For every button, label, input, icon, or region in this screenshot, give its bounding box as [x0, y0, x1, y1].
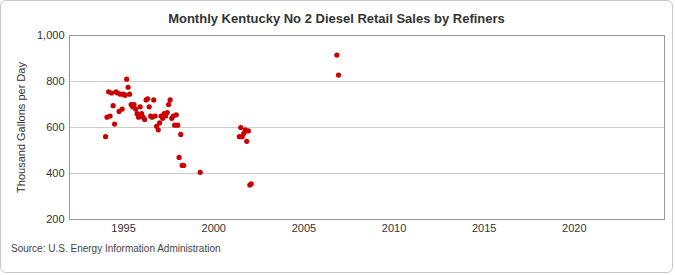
svg-text:2005: 2005 — [292, 222, 316, 234]
svg-text:Thousand Gallons per Day: Thousand Gallons per Day — [15, 62, 27, 193]
svg-text:200: 200 — [46, 213, 64, 225]
svg-text:1,000: 1,000 — [37, 29, 65, 41]
svg-text:800: 800 — [46, 75, 64, 87]
svg-text:2020: 2020 — [562, 222, 586, 234]
svg-text:1995: 1995 — [111, 222, 135, 234]
html-text:Source: U.S. Energy Informatio: Source: U.S. Energy Information Administ… — [11, 243, 221, 254]
svg-text:2015: 2015 — [472, 222, 496, 234]
svg-text:2000: 2000 — [202, 222, 226, 234]
svg-text:2010: 2010 — [382, 222, 406, 234]
svg-text:400: 400 — [46, 167, 64, 179]
svg-text:600: 600 — [46, 121, 64, 133]
html-text:Monthly Kentucky No 2 Diesel R: Monthly Kentucky No 2 Diesel Retail Sale… — [168, 11, 505, 26]
